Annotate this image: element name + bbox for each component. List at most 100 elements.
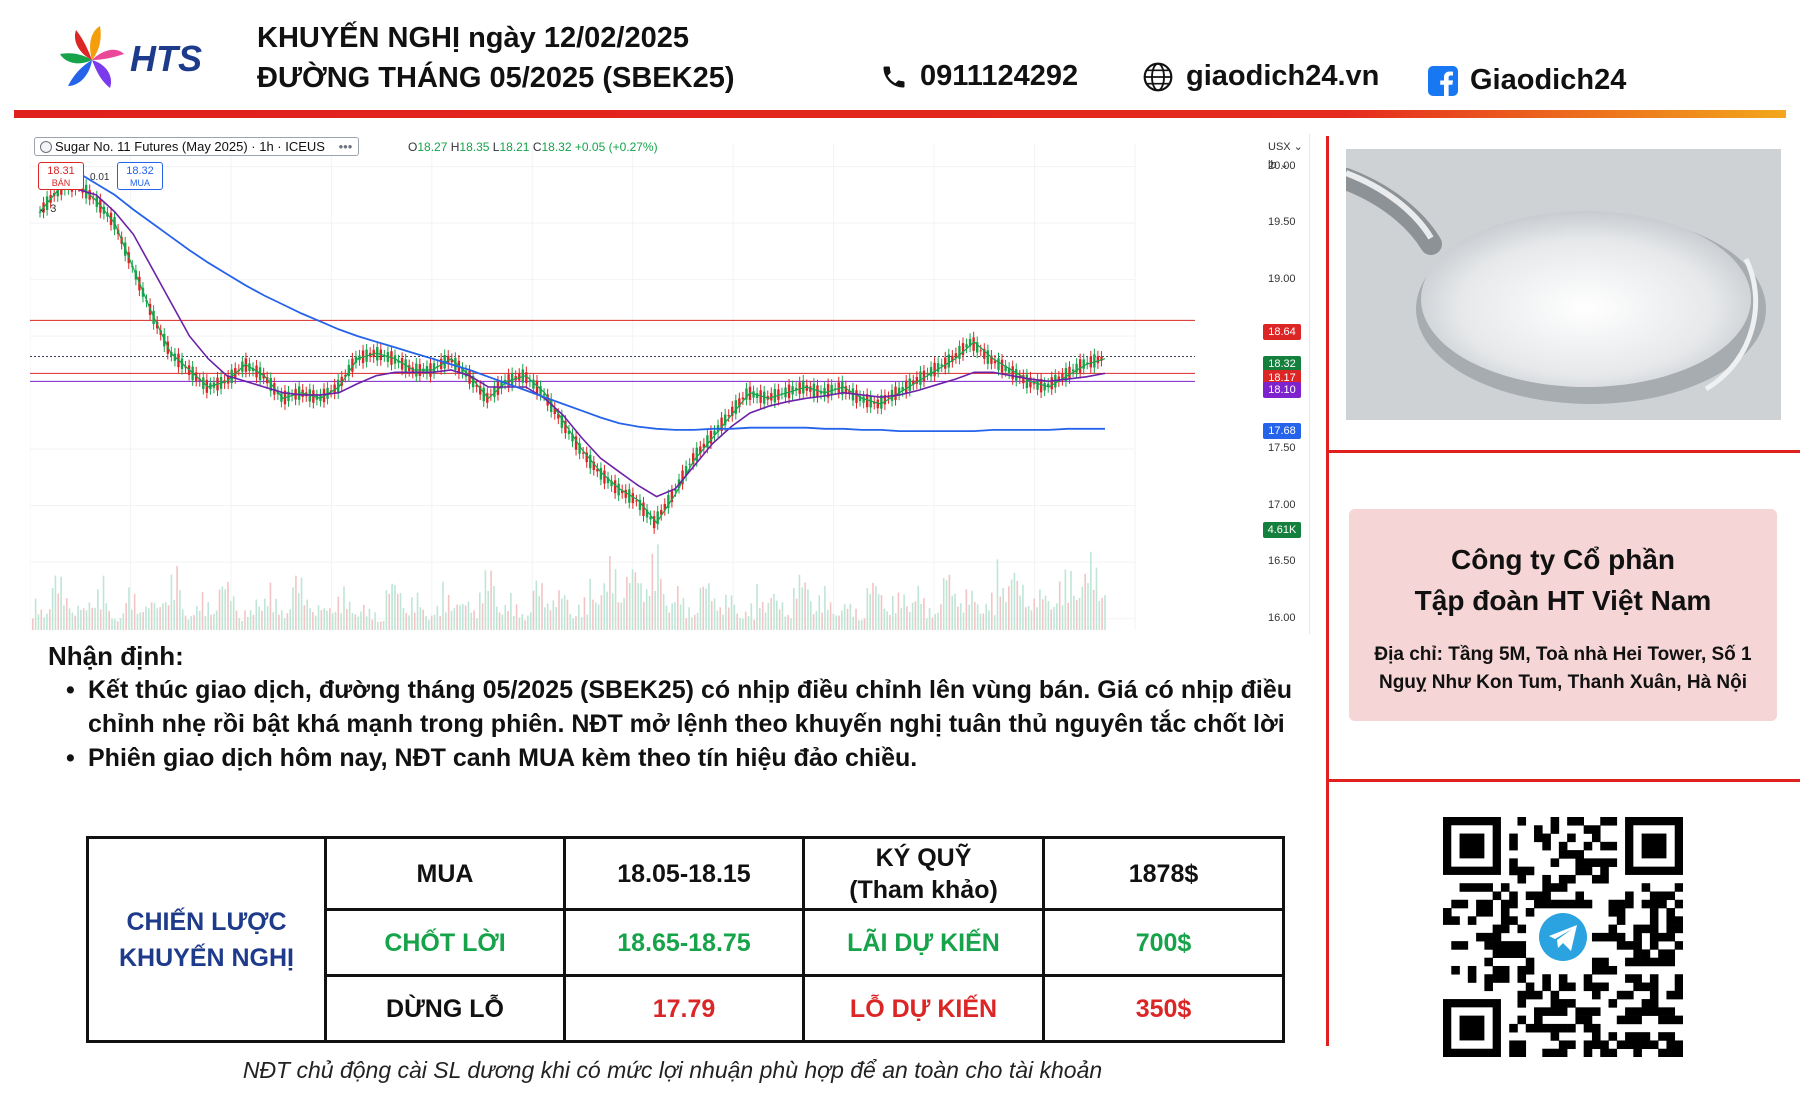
qr-module (1451, 941, 1460, 950)
candle-body (479, 385, 482, 395)
qr-module (1517, 817, 1527, 826)
volume-bar (594, 602, 597, 630)
volume-bar (306, 599, 309, 630)
facebook-contact[interactable]: Giaodich24 (1428, 64, 1626, 97)
volume-bar (507, 611, 509, 630)
volume-bar (82, 608, 85, 630)
qr-module (1591, 965, 1601, 975)
qr-module (1674, 883, 1684, 892)
volume-bar (1027, 605, 1030, 630)
volume-bar (742, 618, 744, 630)
chart-more-icon[interactable]: ••• (338, 139, 353, 154)
sell-button[interactable]: 18.31 BÁN (38, 162, 84, 190)
volume-bar (897, 592, 900, 630)
qr-module (1517, 874, 1527, 884)
telegram-qr-code[interactable] (1443, 817, 1684, 1058)
volume-bar (818, 595, 821, 630)
volume-bar (674, 601, 676, 630)
qr-module (1649, 974, 1659, 983)
candle-body (532, 379, 535, 389)
qr-module (1509, 1023, 1518, 1033)
qr-module (1484, 899, 1493, 909)
volume-bar (416, 592, 419, 630)
qr-finder (1459, 833, 1485, 859)
indicator-toggle[interactable]: ⌄ 3 (38, 203, 57, 215)
candle-body (525, 372, 528, 384)
price-chart[interactable]: Sugar No. 11 Futures (May 2025) · 1h · I… (30, 134, 1310, 634)
qr-module (1542, 883, 1551, 892)
qr-module (1509, 891, 1518, 901)
candle-body (706, 435, 709, 448)
currency-selector[interactable]: USX ⌄ (1268, 141, 1303, 153)
volume-bar (917, 585, 920, 630)
candle-body (777, 389, 780, 400)
qr-module (1583, 1048, 1593, 1058)
volume-bar (925, 618, 928, 630)
candle-body (919, 371, 922, 385)
volume-bar (139, 612, 142, 630)
qr-module (1542, 874, 1551, 884)
footer-note: NĐT chủ động cài SL dương khi có mức lợi… (242, 1057, 1103, 1083)
candle-body (571, 434, 574, 442)
qr-module (1641, 982, 1651, 992)
volume-bar (374, 612, 376, 630)
unit-selector[interactable]: lb ⌄ (1268, 159, 1289, 171)
volume-bar (759, 608, 761, 630)
volume-bar (94, 607, 96, 630)
candle-body (887, 397, 890, 399)
volume-bar (371, 619, 374, 630)
qr-module (1674, 990, 1684, 1000)
volume-bar (767, 602, 770, 630)
candle-body (812, 383, 816, 397)
qr-module (1658, 1032, 1667, 1041)
volume-bar (297, 593, 300, 630)
candle-body (731, 406, 734, 416)
volume-bar (679, 604, 682, 630)
candle-body (848, 390, 851, 394)
qr-module (1575, 858, 1584, 867)
volume-bar (221, 586, 224, 630)
volume-bar (1033, 598, 1036, 630)
qr-module (1649, 1040, 1659, 1050)
qr-module (1674, 982, 1684, 992)
qr-module (1525, 965, 1535, 975)
volume-bar (538, 596, 540, 630)
volume-bar (481, 603, 484, 630)
qr-module (1525, 866, 1535, 876)
qr-module (1616, 916, 1626, 925)
chart-symbol[interactable]: Sugar No. 11 Futures (May 2025) · 1h · I… (34, 137, 360, 156)
candle-body (667, 495, 670, 509)
qr-module (1443, 908, 1452, 917)
company-name-line1: Công ty Cổ phần (1451, 544, 1675, 575)
volume-bar (111, 618, 113, 630)
volume-bar (524, 620, 526, 630)
volume-bar (725, 594, 727, 630)
candle-body (557, 413, 560, 419)
volume-bar (937, 612, 939, 630)
volume-bar (269, 582, 272, 630)
volume-bar (877, 594, 880, 630)
volume-bar (382, 620, 385, 630)
volume-bar (682, 597, 685, 630)
phone-contact[interactable]: 0911124292 (880, 60, 1078, 93)
candle-body (940, 364, 943, 367)
candle-body (990, 355, 993, 364)
volume-bar (303, 605, 306, 630)
qr-module (1575, 817, 1584, 826)
ohlc-high: 18.35 (459, 140, 490, 154)
qr-module (1542, 1023, 1551, 1033)
volume-bar (592, 599, 594, 630)
candle-body (865, 394, 869, 408)
volume-bar (408, 615, 410, 630)
qr-module (1542, 841, 1551, 851)
qr-module (1492, 965, 1502, 975)
qr-module (1558, 1040, 1568, 1050)
volume-bar (102, 575, 105, 630)
website-contact[interactable]: giaodich24.vn (1142, 60, 1379, 93)
buy-button[interactable]: 18.32 MUA (117, 162, 163, 190)
column-divider (1326, 136, 1329, 1046)
volume-bar (849, 603, 852, 630)
qr-module (1600, 874, 1609, 884)
qr-module (1666, 1048, 1676, 1058)
candle-body (897, 387, 901, 395)
